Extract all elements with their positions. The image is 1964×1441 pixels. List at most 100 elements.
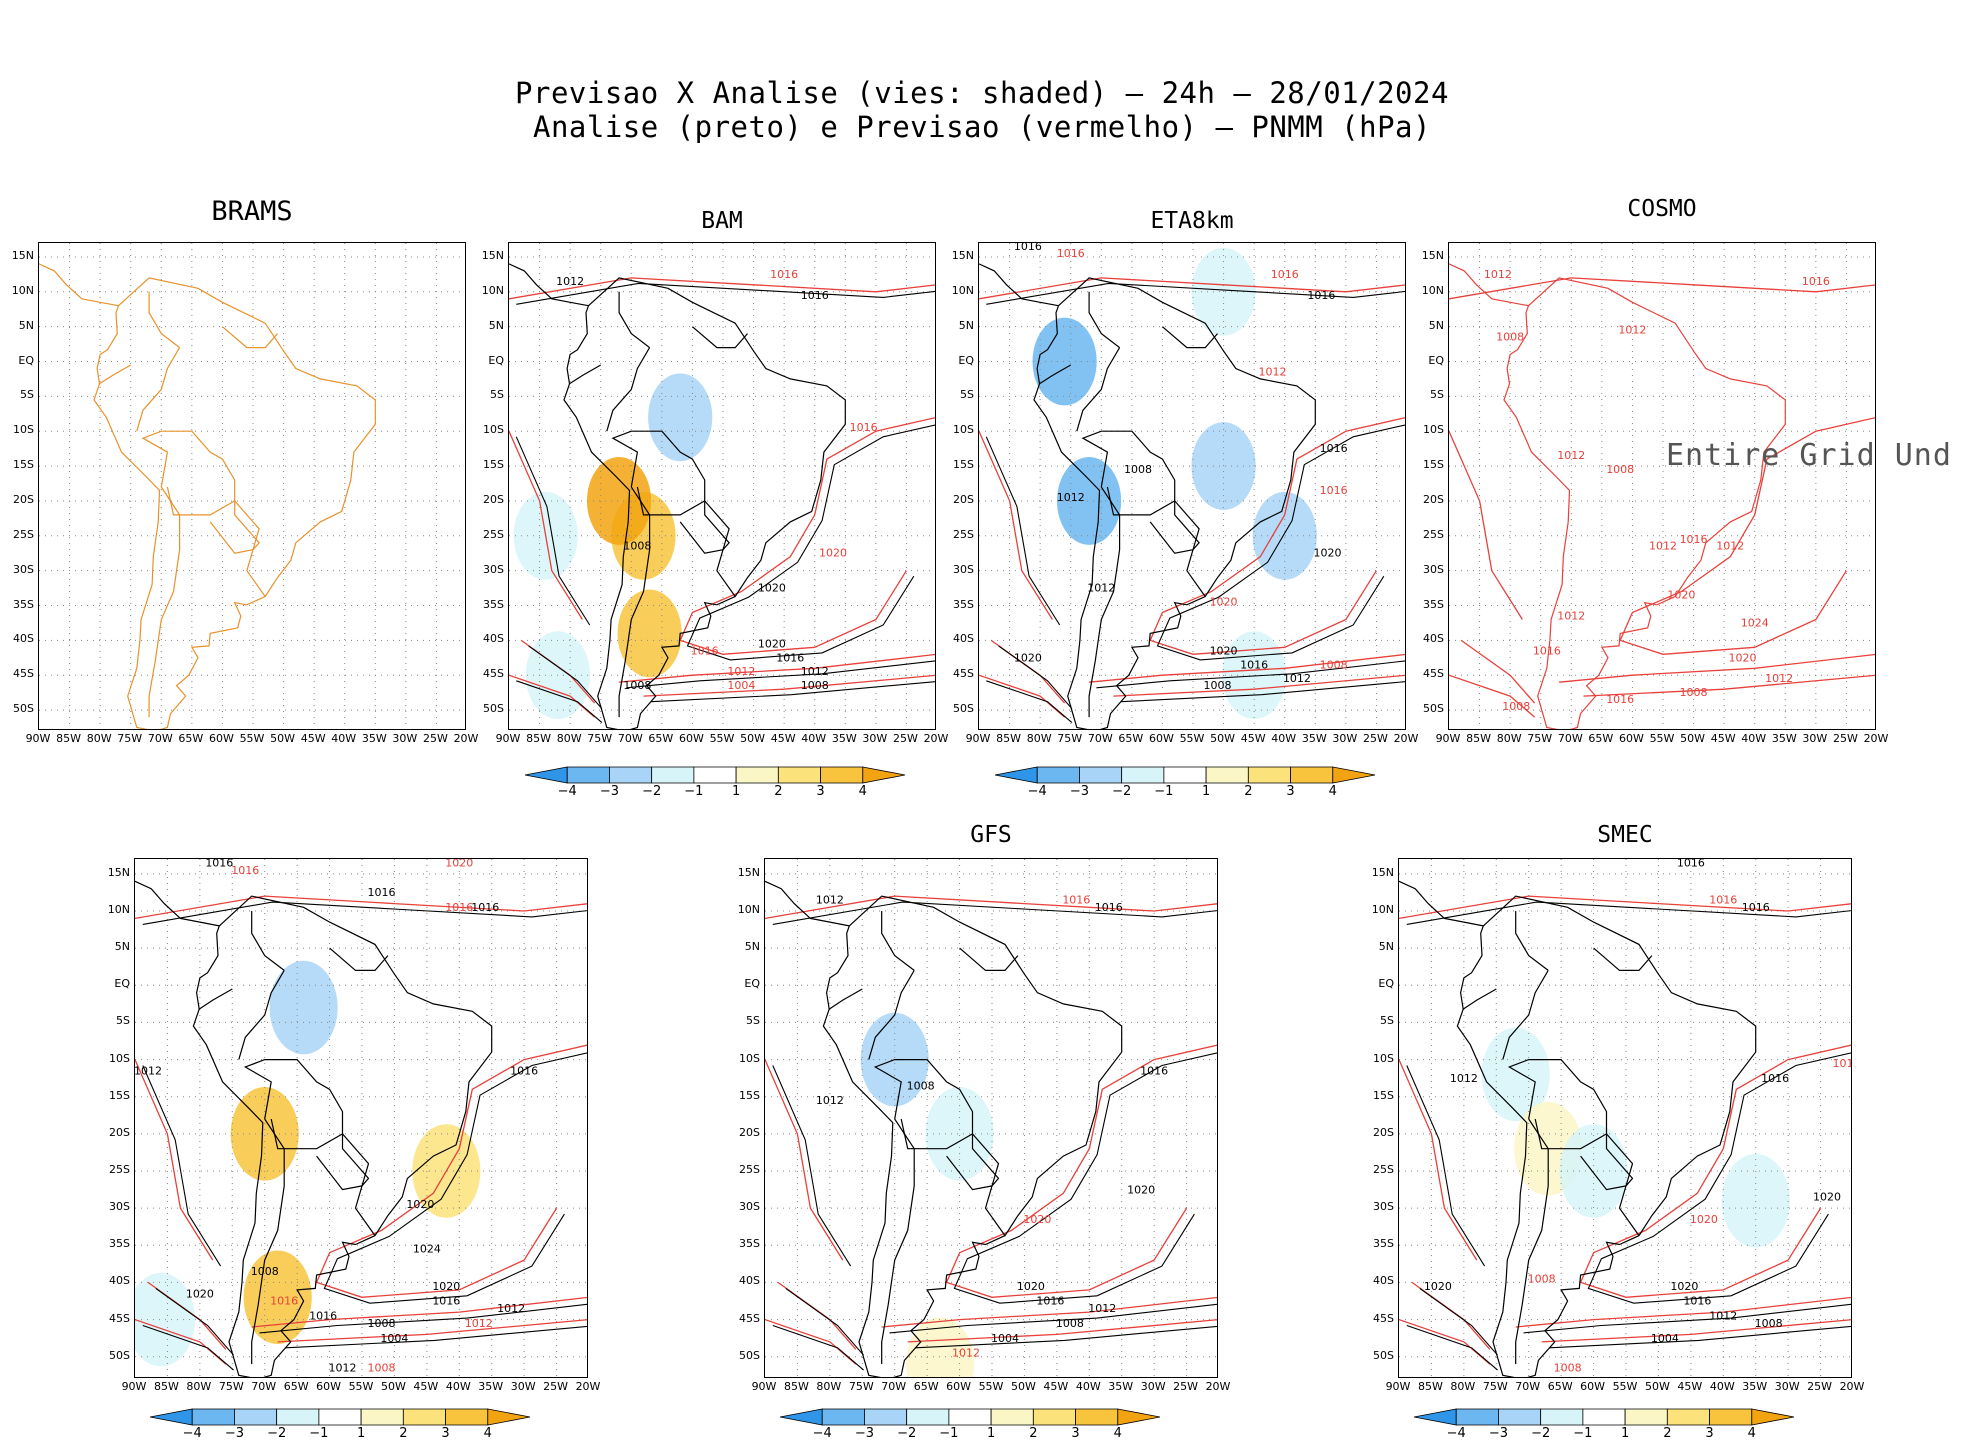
x-tick-label: 90W: [965, 732, 991, 745]
y-tick-label: 30S: [483, 562, 504, 576]
country-border: [1580, 1133, 1634, 1191]
y-tick-label: 45S: [109, 1311, 130, 1325]
y-tick-label: 25S: [953, 527, 974, 541]
x-tick-label: 25W: [1832, 732, 1858, 745]
map-panel-p5: 1016 1016 1020 1016 1016 1016 1012 1016 1020 1024…: [134, 858, 588, 1378]
contour-label: 1020: [1210, 644, 1238, 657]
y-tick-label: 10S: [109, 1051, 130, 1065]
x-tick-label: 65W: [1588, 732, 1614, 745]
x-tick-label: 80W: [186, 1380, 212, 1393]
colorbar-label: −4: [182, 1426, 202, 1441]
colorbar-label: −4: [1027, 784, 1047, 799]
colorbar-label: 3: [441, 1426, 450, 1441]
x-tick-label: 50W: [1644, 1380, 1670, 1393]
colorbar-segment: [1036, 766, 1080, 784]
contour-label: 1016: [801, 289, 829, 302]
contour-label: 1020: [406, 1198, 434, 1211]
contour-label: 1020: [1127, 1183, 1155, 1196]
y-tick-label: 40S: [13, 632, 34, 646]
colorbar-segment: [1075, 1408, 1119, 1426]
analysis-isobar: [1406, 1324, 1498, 1371]
x-tick-label: 75W: [1527, 732, 1553, 745]
country-border: [611, 430, 706, 501]
colorbar-label: 2: [399, 1426, 408, 1441]
contour-label: 1008: [367, 1317, 395, 1330]
x-tick-label: 90W: [751, 1380, 777, 1393]
coastline-central-america: [765, 880, 850, 927]
country-border: [1515, 1118, 1549, 1365]
y-tick-label: 20S: [1423, 492, 1444, 506]
y-tick-label: 15N: [1371, 865, 1394, 879]
contour-label: 1016: [1683, 1295, 1711, 1308]
country-border: [1593, 947, 1653, 971]
country-border: [1162, 326, 1218, 349]
y-tick-label: 35S: [1423, 597, 1444, 611]
y-tick-label: 15N: [737, 865, 760, 879]
y-tick-label: 35S: [1373, 1237, 1394, 1251]
country-border: [569, 364, 601, 385]
y-tick-label: 5N: [744, 940, 760, 954]
colorbar-segment: [1163, 766, 1207, 784]
y-tick-label: 10S: [953, 423, 974, 437]
y-tick-label: 50S: [1423, 702, 1444, 716]
contour-label: 1012: [1649, 540, 1677, 553]
x-tick-label: 30W: [1774, 1380, 1800, 1393]
colorbar-label: 3: [816, 784, 825, 799]
colorbar-segment: [779, 1408, 823, 1426]
y-tick-label: 10S: [483, 423, 504, 437]
country-border: [618, 486, 651, 718]
forecast-isobar: [881, 1296, 1217, 1328]
forecast-isobar: [1619, 417, 1875, 655]
x-tick-label: 70W: [617, 732, 643, 745]
contour-label: 1016: [205, 859, 233, 869]
analysis-isobar: [142, 1324, 234, 1371]
country-border: [251, 911, 285, 971]
contour-label: 1008: [1056, 1317, 1084, 1330]
contour-label: 1016: [1680, 533, 1708, 546]
country-border: [828, 988, 863, 1010]
x-tick-label: 30W: [392, 732, 418, 745]
forecast-isobar: [1515, 1296, 1851, 1328]
y-tick-label: 5S: [746, 1014, 760, 1028]
map-panel-cosmo: 1012 1016 1008 1012 1012 1008 1012 1012 1016 1020…: [1448, 242, 1876, 730]
contour-label: 1016: [231, 864, 259, 877]
country-border: [873, 1059, 974, 1134]
y-tick-label: 25S: [483, 527, 504, 541]
contour-label: 1012: [1765, 672, 1793, 685]
y-tick-label: 35S: [13, 597, 34, 611]
colorbar-segment: [735, 766, 779, 784]
colorbar-label: 2: [774, 784, 783, 799]
country-border: [1088, 291, 1120, 349]
y-tick-label: 35S: [483, 597, 504, 611]
colorbar-label: −4: [812, 1426, 832, 1441]
x-tick-label: 90W: [1435, 732, 1461, 745]
x-tick-label: 65W: [1547, 1380, 1573, 1393]
x-tick-label: 40W: [445, 1380, 471, 1393]
analysis-isobar: [626, 660, 935, 689]
x-tick-label: 85W: [1417, 1380, 1443, 1393]
forecast-isobar: [1399, 1059, 1478, 1261]
map-svg-eta8km: 1016101610161016101210161016102010201020…: [979, 243, 1405, 729]
analysis-isobar: [285, 1325, 587, 1349]
contour-label: 1012: [1450, 1072, 1478, 1085]
country-border: [136, 347, 181, 432]
y-tick-label: 15S: [1423, 458, 1444, 472]
x-tick-label: 50W: [1210, 732, 1235, 745]
contour-label: 1020: [1314, 547, 1342, 560]
colorbar-label: 2: [1029, 1426, 1038, 1441]
y-tick-label: 15N: [951, 248, 974, 262]
x-tick-label: 20W: [453, 732, 479, 745]
y-tick-label: 40S: [1423, 632, 1444, 646]
analysis-isobar: [1406, 901, 1851, 925]
x-tick-label: 20W: [575, 1380, 601, 1393]
forecast-isobar: [509, 430, 583, 620]
analysis-isobar: [686, 424, 935, 661]
y-tick-label: EQ: [18, 353, 34, 367]
country-border: [1106, 486, 1206, 597]
colorbar-segment: [1498, 1408, 1542, 1426]
analysis-isobar: [1523, 1303, 1851, 1334]
colorbar-segment: [1032, 1408, 1076, 1426]
colorbar-label: −2: [897, 1426, 917, 1441]
map-panel-eta8km: 1016 1016 1016 1016 1012 1016 1016 1020 1020 1020…: [978, 242, 1406, 730]
x-tick-label: 35W: [831, 732, 857, 745]
